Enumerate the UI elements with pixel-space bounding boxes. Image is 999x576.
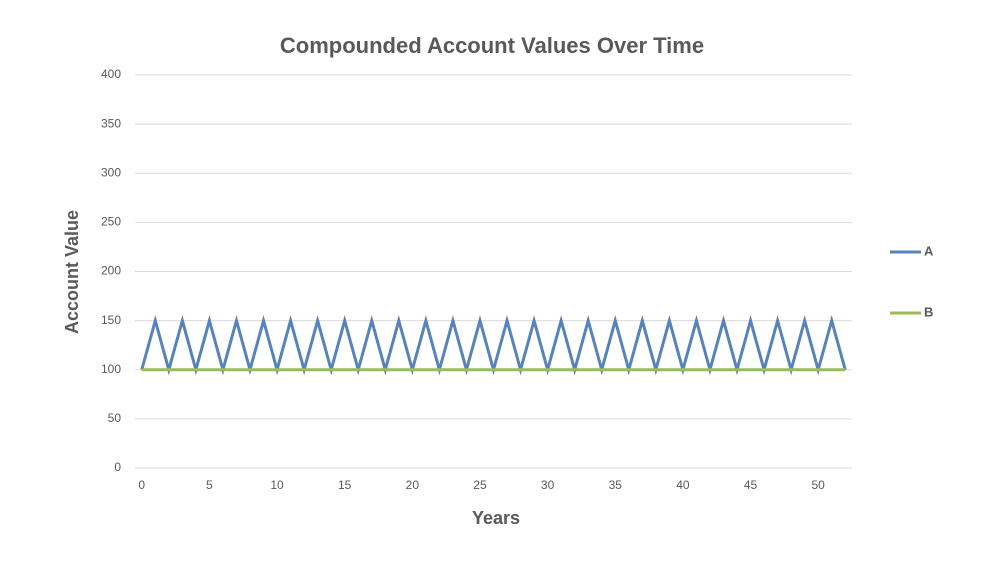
x-tick-label: 25 [473,478,487,492]
y-tick-label: 100 [101,362,121,376]
x-tick-label: 20 [406,478,420,492]
series-line [140,314,847,376]
x-tick-label: 30 [541,478,555,492]
legend-label: B [924,304,933,319]
x-axis-title: Years [472,508,520,528]
x-tick-label: 50 [811,478,825,492]
x-tick-label: 0 [138,478,145,492]
x-tick-label: 15 [338,478,352,492]
y-tick-label: 350 [101,116,121,130]
x-tick-label: 10 [270,478,284,492]
y-tick-label: 200 [101,264,121,278]
x-tick-label: 40 [676,478,690,492]
x-tick-label: 35 [609,478,623,492]
x-tick-label: 5 [206,478,213,492]
y-tick-label: 150 [101,313,121,327]
y-axis-title: Account Value [62,210,82,334]
legend-label: A [924,243,934,258]
y-tick-label: 400 [101,67,121,81]
y-tick-label: 300 [101,165,121,179]
y-tick-label: 250 [101,215,121,229]
y-tick-label: 0 [114,460,121,474]
chart-title: Compounded Account Values Over Time [280,33,704,58]
x-tick-label: 45 [744,478,758,492]
y-tick-label: 50 [108,411,122,425]
